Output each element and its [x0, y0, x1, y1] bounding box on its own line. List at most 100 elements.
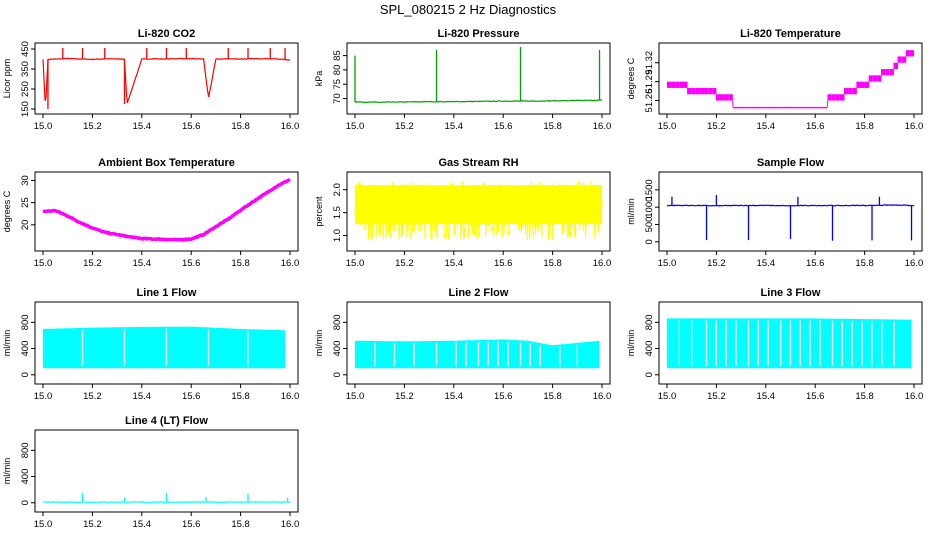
y-tick-label: 400 [332, 341, 343, 357]
chart-line2-flow: Line 2 Flow 15.0 15.2 15.4 15.6 15.8 16.0 0 400 8… [314, 287, 612, 402]
y-tick-label: 25 [20, 197, 31, 208]
y-tick-label: 0 [644, 372, 655, 377]
series-step [683, 81, 688, 88]
series-step [844, 87, 849, 95]
plot-frame [658, 301, 923, 385]
series-step [708, 87, 713, 95]
series-step [741, 106, 746, 109]
series-step [815, 106, 820, 109]
series-step [736, 106, 742, 109]
chart-title: Sample Flow [757, 157, 825, 169]
series-step [675, 81, 680, 88]
series-line [354, 99, 603, 104]
x-tick-label: 15.8 [231, 519, 250, 530]
chart-line4-flow: Line 4 (LT) Flow 15.0 15.2 15.4 15.6 15.8 16.0… [2, 415, 299, 530]
chart-licor-temperature: Li-820 Temperature 15.0 15.2 15.4 15.6 15.8 16… [626, 28, 923, 132]
data-layer [42, 177, 291, 242]
data-layer [667, 50, 914, 109]
x-tick-label: 15.2 [83, 391, 102, 402]
series-line [42, 501, 291, 504]
x-tick-label: 15.6 [806, 121, 825, 132]
plot-frame [346, 42, 611, 115]
y-tick-label: 51.26 [644, 89, 655, 113]
x-tick-label: 15.4 [133, 391, 152, 402]
series-step [860, 81, 865, 88]
y-axis-label: percent [314, 196, 324, 227]
chart-line1-flow: Line 1 Flow 15.0 15.2 15.4 15.6 15.8 16.0 0 400 8… [2, 287, 300, 402]
x-tick-label: 15.6 [494, 391, 513, 402]
x-tick-label: 15.6 [806, 258, 825, 269]
plot-frame [34, 301, 299, 385]
x-tick-label: 15.6 [182, 391, 201, 402]
y-tick-label: 400 [20, 469, 31, 485]
y-tick-label: 500 [644, 217, 655, 233]
series-step [667, 81, 672, 88]
chart-title: Li-820 CO2 [138, 28, 195, 40]
data-layer [43, 326, 286, 369]
x-tick-label: 15.4 [445, 258, 464, 269]
plot-frame [658, 42, 923, 115]
series-step [901, 56, 906, 63]
series-step [724, 94, 729, 101]
series-step [778, 106, 783, 109]
y-axis-label: Licor ppm [2, 59, 12, 99]
y-tick-label: 800 [20, 442, 31, 458]
series-step [712, 87, 717, 95]
series-line [42, 177, 291, 242]
data-layer [667, 318, 912, 369]
chart-ambient-box-temperature: Ambient Box Temperature 15.0 15.2 15.4 15.6 1… [2, 157, 299, 269]
series-step [745, 106, 750, 109]
x-tick-label: 15.0 [658, 258, 677, 269]
series-step [786, 106, 791, 109]
series-step [699, 87, 705, 95]
series-step [811, 106, 816, 109]
plot-frame [346, 171, 611, 252]
x-tick-label: 15.8 [543, 258, 562, 269]
series-step [864, 81, 869, 88]
y-tick-label: 20 [20, 220, 31, 231]
series-step [728, 94, 733, 101]
x-tick-label: 15.8 [855, 121, 874, 132]
chart-line3-flow: Line 3 Flow 15.0 15.2 15.4 15.6 15.8 16.0 0 400 8… [626, 287, 923, 402]
x-tick-label: 15.0 [34, 121, 53, 132]
x-tick-label: 15.8 [543, 391, 562, 402]
x-tick-label: 16.0 [593, 258, 612, 269]
series-step [732, 106, 737, 109]
data-layer [42, 492, 291, 504]
chart-title: Line 3 Flow [761, 287, 821, 299]
x-tick-label: 16.0 [593, 391, 612, 402]
x-tick-label: 15.4 [133, 258, 152, 269]
y-tick-label: 1.5 [332, 206, 343, 219]
series-step [831, 94, 836, 101]
chart-title: Gas Stream RH [438, 157, 518, 169]
series-step [827, 94, 832, 101]
y-tick-label: 1500 [644, 179, 655, 200]
series-step [798, 106, 803, 109]
chart-title: Line 1 Flow [137, 287, 197, 299]
series-step [806, 106, 812, 109]
x-tick-label: 15.8 [543, 121, 562, 132]
y-tick-label: 0 [644, 239, 655, 244]
series-step [749, 106, 754, 109]
y-tick-label: 1000 [644, 197, 655, 218]
figure-title: SPL_080215 2 Hz Diagnostics [379, 2, 557, 17]
plot-frame [34, 429, 299, 513]
series-line [354, 181, 603, 241]
x-tick-label: 15.6 [182, 519, 201, 530]
series-line [42, 57, 291, 104]
series-line [666, 204, 915, 207]
y-tick-label: 85 [332, 50, 343, 61]
x-tick-label: 15.8 [855, 258, 874, 269]
chart-title: Line 2 Flow [449, 287, 509, 299]
chart-title: Ambient Box Temperature [98, 157, 235, 169]
x-tick-label: 16.0 [281, 391, 300, 402]
series-step [848, 87, 853, 95]
x-tick-label: 15.2 [707, 391, 726, 402]
x-tick-label: 15.6 [494, 121, 513, 132]
x-tick-label: 15.6 [494, 258, 513, 269]
chart-pressure: Li-820 Pressure 15.0 15.2 15.4 15.6 15.8 16.0 7… [314, 28, 611, 132]
series-band [43, 326, 286, 369]
chart-co2: Li-820 CO2 15.0 15.2 15.4 15.6 15.8 16.0 150 250… [2, 28, 299, 132]
y-axis-label: kPa [314, 71, 324, 87]
